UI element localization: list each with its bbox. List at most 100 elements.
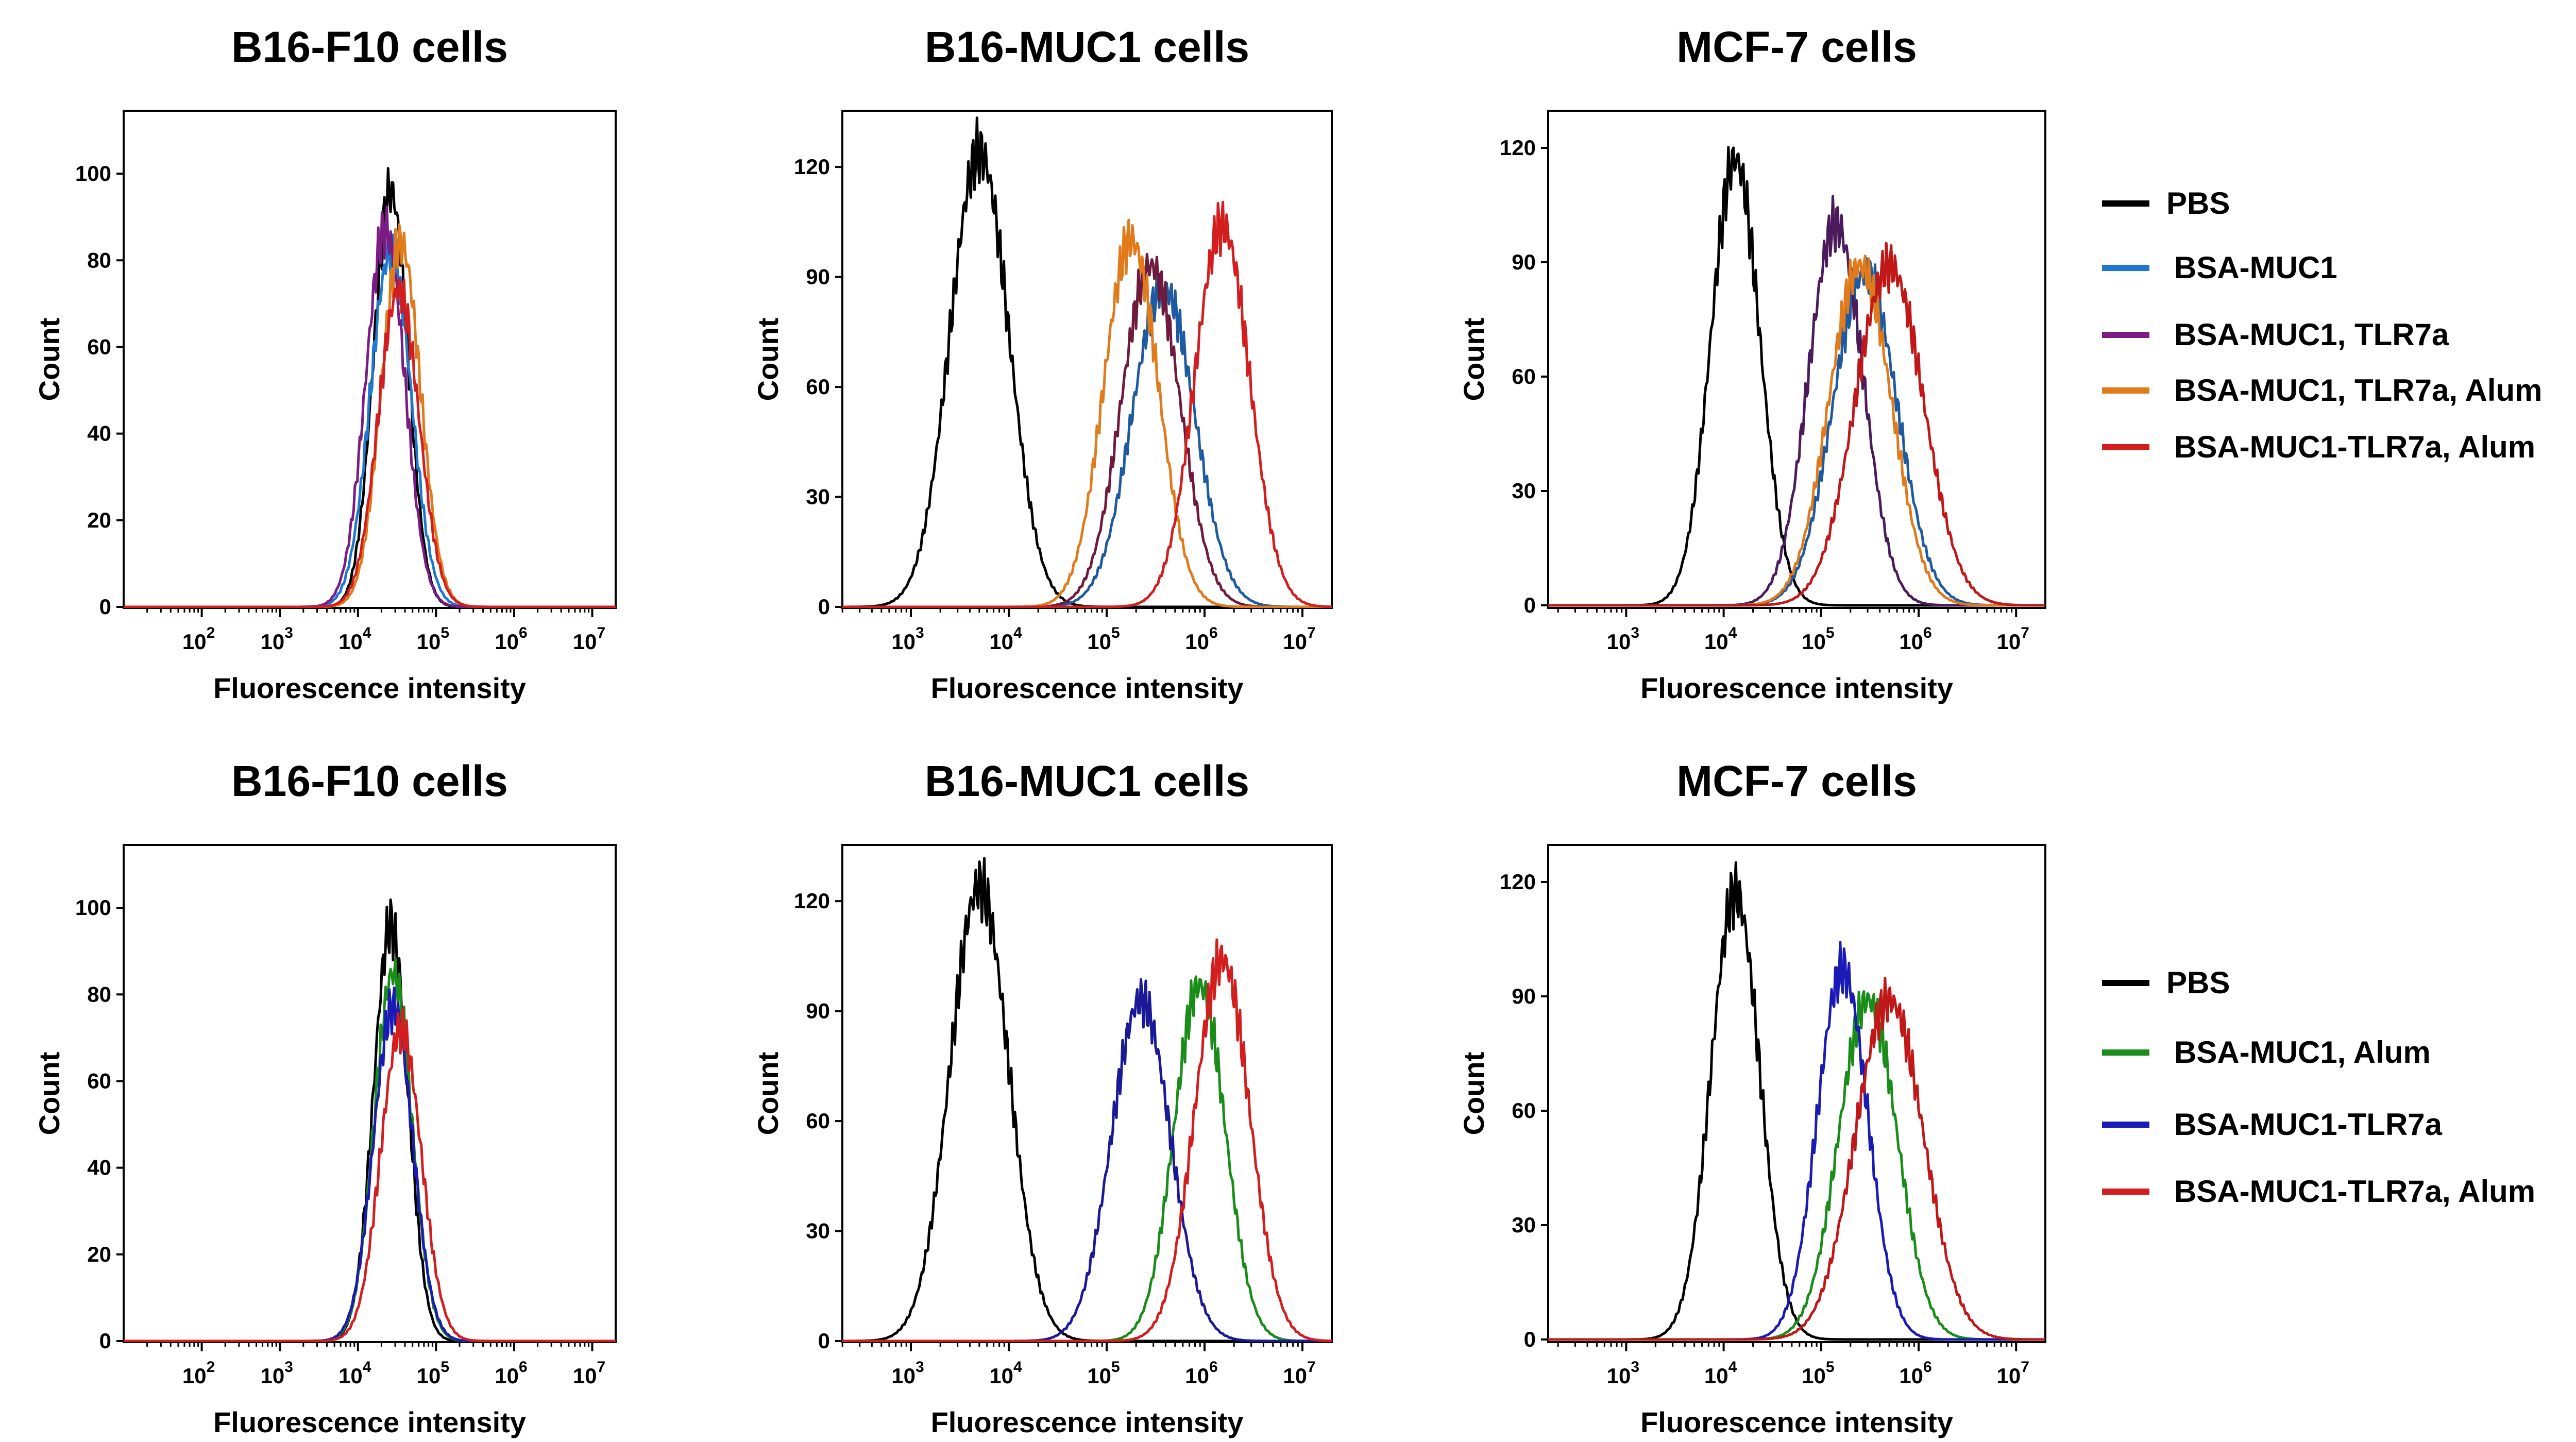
series-line-bsa-muc1-tlr7a-alum <box>124 278 616 608</box>
y-tick-label: 60 <box>806 1109 830 1133</box>
x-tick-label: 104 <box>338 1359 371 1388</box>
x-tick-base: 10 <box>1802 630 1826 654</box>
legend-label: PBS <box>2166 186 2230 220</box>
x-tick-exponent: 2 <box>207 624 215 641</box>
y-tick-label: 90 <box>1512 250 1536 274</box>
x-tick-label: 107 <box>573 624 605 654</box>
x-tick-label: 103 <box>260 1359 293 1388</box>
plot-frame <box>123 844 617 1343</box>
x-tick-label: 106 <box>495 1359 527 1388</box>
x-tick-label: 102 <box>182 1359 215 1388</box>
series-line-bsa-muc1-tlr7a <box>1548 195 2045 607</box>
x-axis-label: Fluorescence intensity <box>931 672 1244 704</box>
series-line-bsa-muc1-tlr7a <box>842 252 1332 608</box>
x-axis-label: Fluorescence intensity <box>213 1406 526 1438</box>
x-tick-base: 10 <box>1704 630 1728 654</box>
x-tick-exponent: 3 <box>916 624 924 641</box>
legend-entry: PBS <box>2102 186 2230 220</box>
y-tick-label: 40 <box>87 1156 111 1180</box>
legend-label: BSA-MUC1, TLR7a <box>2174 317 2449 352</box>
x-tick-base: 10 <box>891 630 916 654</box>
series-lines <box>1548 861 2045 1341</box>
x-tick-label: 103 <box>1607 624 1639 654</box>
x-tick-exponent: 7 <box>2021 624 2029 641</box>
x-tick-base: 10 <box>573 1364 597 1388</box>
legend-1: PBS BSA-MUC1 BSA-MUC1, TLR7a BSA-MUC1, TLR7… <box>2102 186 2543 464</box>
series-line-bsa-muc1-tlr7a-alum <box>1548 976 2045 1341</box>
x-tick-base: 10 <box>1899 1364 1923 1388</box>
y-axis-label: Count <box>1458 1052 1490 1135</box>
series-line-pbs <box>1548 146 2045 607</box>
legend-entry: BSA-MUC1, Alum <box>2102 1035 2431 1070</box>
series-line-bsa-muc1-tlr7a-alum <box>1548 242 2045 607</box>
x-tick-label: 106 <box>1899 624 1931 654</box>
series-line-bsa-muc1-alum <box>842 975 1332 1342</box>
legend-entry: BSA-MUC1, TLR7a <box>2102 317 2449 352</box>
y-tick-label: 90 <box>806 999 830 1023</box>
y-tick-label: 0 <box>99 1329 111 1353</box>
x-tick-label: 104 <box>989 1359 1022 1388</box>
y-axis-label: Count <box>33 1052 65 1135</box>
plot-frame <box>841 110 1333 609</box>
x-tick-label: 106 <box>1185 624 1217 654</box>
y-tick-label: 60 <box>87 334 111 359</box>
legends: PBS BSA-MUC1 BSA-MUC1, TLR7a BSA-MUC1, TLR7… <box>2102 186 2543 1209</box>
y-tick-label: 90 <box>1512 984 1536 1008</box>
x-tick-label: 103 <box>260 624 293 654</box>
panel-title: B16-F10 cells <box>231 23 508 71</box>
x-tick-exponent: 5 <box>440 1359 449 1376</box>
x-tick-label: 107 <box>1283 1359 1315 1388</box>
y-axis-label: Count <box>33 318 65 401</box>
x-tick-base: 10 <box>417 630 441 654</box>
y-tick-label: 30 <box>1512 479 1536 503</box>
x-tick-exponent: 4 <box>363 1359 371 1376</box>
y-tick-label: 60 <box>1512 364 1536 388</box>
x-tick-label: 107 <box>1997 624 2029 654</box>
series-line-bsa-muc1-alum <box>1548 990 2045 1341</box>
x-tick-label: 106 <box>495 624 527 654</box>
x-tick-label: 103 <box>891 624 924 654</box>
legend-label: BSA-MUC1-TLR7a, Alum <box>2174 430 2535 464</box>
legend-label: BSA-MUC1, TLR7a, Alum <box>2174 373 2543 408</box>
x-tick-label: 102 <box>182 624 215 654</box>
x-tick-exponent: 4 <box>1728 624 1737 641</box>
x-tick-exponent: 3 <box>916 1359 924 1376</box>
series-line-pbs <box>842 116 1332 608</box>
x-tick-exponent: 2 <box>207 1359 215 1376</box>
y-tick-label: 30 <box>806 485 830 509</box>
series-lines <box>124 167 616 608</box>
legend-label: BSA-MUC1 <box>2174 250 2337 285</box>
y-tick-label: 60 <box>87 1068 111 1093</box>
x-tick-base: 10 <box>989 1364 1013 1388</box>
x-tick-exponent: 3 <box>284 624 293 641</box>
x-tick-base: 10 <box>1997 1364 2021 1388</box>
legend-entry: BSA-MUC1-TLR7a, Alum <box>2102 1174 2535 1209</box>
x-tick-exponent: 7 <box>2021 1359 2029 1376</box>
x-tick-exponent: 6 <box>1209 624 1218 641</box>
x-tick-label: 104 <box>989 624 1022 654</box>
series-line-bsa-muc1-tlr7a-alum <box>842 200 1332 608</box>
series-line-pbs <box>842 857 1332 1342</box>
x-tick-base: 10 <box>260 1364 284 1388</box>
x-tick-label: 104 <box>1704 1359 1737 1388</box>
x-tick-exponent: 5 <box>1111 1359 1120 1376</box>
x-tick-label: 105 <box>1087 1359 1120 1388</box>
x-tick-exponent: 6 <box>1923 624 1932 641</box>
panel-title: B16-MUC1 cells <box>925 757 1249 805</box>
x-tick-label: 105 <box>417 624 449 654</box>
x-tick-label: 106 <box>1185 1359 1217 1388</box>
x-tick-base: 10 <box>1087 630 1111 654</box>
y-tick-label: 0 <box>818 595 830 619</box>
x-tick-exponent: 3 <box>1631 1359 1639 1376</box>
x-tick-exponent: 6 <box>519 1359 528 1376</box>
y-tick-label: 120 <box>1500 135 1536 160</box>
x-tick-base: 10 <box>1997 630 2021 654</box>
series-lines <box>1548 146 2045 607</box>
x-tick-base: 10 <box>1185 1364 1209 1388</box>
x-tick-exponent: 3 <box>1631 624 1639 641</box>
y-tick-label: 30 <box>806 1219 830 1243</box>
